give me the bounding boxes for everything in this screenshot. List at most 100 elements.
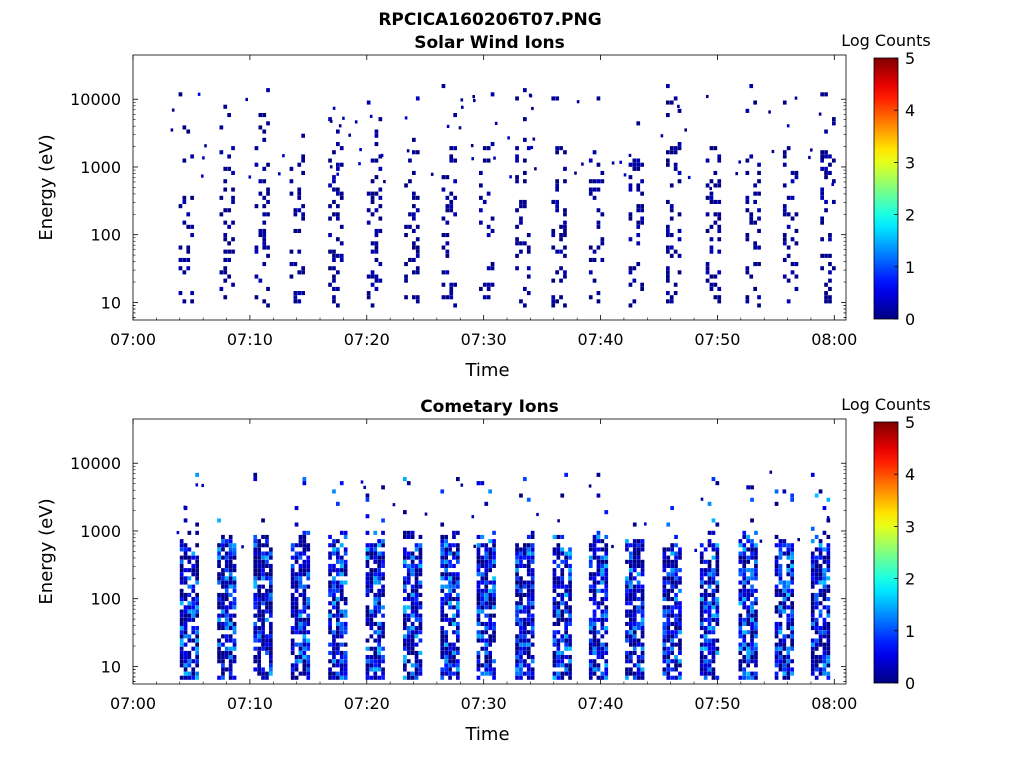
heatmap-cell — [632, 617, 637, 622]
heatmap-cell — [482, 158, 487, 163]
heatmap-cell — [403, 477, 407, 482]
heatmap-cell — [753, 286, 757, 291]
heatmap-cell — [711, 667, 716, 672]
heatmap-cell — [217, 580, 221, 585]
heatmap-cell — [339, 634, 344, 639]
heatmap-cell — [786, 245, 791, 250]
heatmap-cell — [253, 543, 258, 548]
heatmap-cell — [480, 592, 485, 597]
heatmap-cell — [456, 530, 460, 535]
heatmap-cell — [190, 224, 194, 229]
heatmap-cell — [632, 158, 637, 163]
heatmap-cell — [592, 249, 597, 254]
heatmap-cell — [707, 572, 712, 577]
heatmap-cell — [523, 634, 527, 639]
heatmap-cell — [183, 626, 188, 631]
heatmap-cell — [515, 601, 519, 606]
heatmap-cell — [377, 592, 381, 597]
heatmap-cell — [786, 588, 791, 593]
heatmap-cell — [448, 605, 452, 610]
heatmap-cell — [476, 543, 481, 548]
heatmap-cell — [715, 605, 720, 610]
heatmap-cell — [232, 551, 237, 556]
heatmap-cell — [257, 613, 261, 618]
heatmap-cell — [265, 592, 269, 597]
heatmap-cell — [476, 630, 481, 635]
heatmap-cell — [488, 634, 492, 639]
heatmap-cell — [564, 638, 568, 643]
heatmap-cell — [412, 212, 416, 217]
heatmap-cell — [217, 642, 221, 647]
heatmap-cell — [221, 667, 225, 672]
heatmap-cell — [786, 659, 791, 664]
heatmap-cell — [191, 630, 196, 635]
heatmap-cell — [707, 559, 712, 564]
heatmap-cell — [677, 146, 682, 151]
heatmap-cell — [709, 224, 714, 229]
heatmap-cell — [669, 295, 674, 300]
heatmap-cell — [568, 605, 572, 610]
heatmap-cell — [412, 295, 416, 300]
heatmap-cell — [290, 576, 295, 581]
heatmap-cell — [640, 601, 645, 606]
heatmap-cell — [674, 543, 678, 548]
heatmap-cell — [790, 170, 795, 175]
heatmap-cell — [179, 642, 184, 647]
heatmap-cell — [810, 626, 815, 631]
heatmap-cell — [711, 601, 716, 606]
heatmap-cell — [332, 663, 336, 668]
heatmap-cell — [604, 613, 609, 618]
heatmap-cell — [786, 146, 791, 151]
heatmap-cell — [568, 613, 572, 618]
heatmap-cell — [596, 663, 601, 668]
heatmap-cell — [822, 547, 827, 552]
heatmap-cell — [669, 150, 674, 155]
heatmap-cell — [632, 671, 637, 676]
heatmap-cell — [526, 266, 531, 271]
heatmap-cell — [336, 129, 340, 134]
heatmap-cell — [519, 675, 523, 680]
heatmap-cell — [444, 592, 448, 597]
heatmap-cell — [187, 559, 192, 564]
heatmap-cell — [786, 551, 791, 556]
heatmap-cell — [678, 646, 682, 651]
heatmap-cell — [265, 534, 269, 539]
heatmap-cell — [403, 617, 407, 622]
heatmap-cell — [348, 133, 351, 137]
heatmap-cell — [814, 568, 819, 573]
heatmap-cell — [828, 233, 832, 238]
heatmap-cell — [444, 667, 448, 672]
heatmap-cell — [219, 195, 224, 200]
heatmap-cell — [778, 580, 783, 585]
heatmap-cell — [265, 634, 269, 639]
heatmap-cell — [258, 278, 263, 283]
heatmap-cell — [456, 584, 460, 589]
heatmap-cell — [754, 568, 758, 573]
heatmap-cell — [186, 212, 191, 217]
heatmap-cell — [414, 675, 419, 680]
heatmap-cell — [377, 655, 381, 660]
heatmap-cell — [629, 580, 633, 585]
heatmap-cell — [515, 266, 519, 271]
heatmap-cell — [377, 659, 381, 664]
heatmap-cell — [332, 588, 336, 593]
heatmap-cell — [298, 584, 303, 589]
heatmap-cell — [519, 547, 523, 552]
heatmap-cell — [261, 621, 265, 626]
heatmap-cell — [678, 671, 682, 676]
heatmap-cell — [440, 543, 445, 548]
heatmap-cell — [749, 220, 754, 225]
heatmap-cell — [632, 522, 637, 527]
heatmap-cell — [329, 165, 333, 169]
heatmap-cell — [611, 544, 614, 549]
heatmap-cell — [600, 237, 605, 242]
heatmap-cell — [269, 572, 273, 577]
heatmap-cell — [662, 659, 667, 664]
heatmap-cell — [717, 154, 722, 159]
heatmap-cell — [195, 572, 199, 577]
heatmap-cell — [600, 257, 605, 262]
heatmap-cell — [604, 650, 609, 655]
heatmap-cell — [678, 576, 682, 581]
heatmap-cell — [488, 551, 492, 556]
heatmap-cell — [588, 659, 593, 664]
